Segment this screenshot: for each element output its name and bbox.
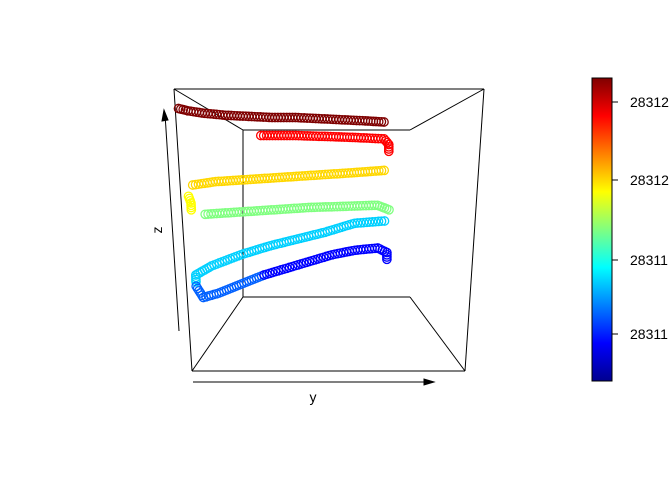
colorbar-tick-label: 28312 [630, 94, 669, 110]
box-edge [173, 88, 193, 372]
colorbar-ticks: 28311 28311 28312 28312 [612, 94, 669, 342]
colorbar-tick-label: 28311 [630, 252, 668, 268]
z-axis-arrow [164, 113, 180, 332]
data-point [379, 117, 389, 127]
axis-title-z: z [149, 227, 165, 234]
data-point [361, 217, 372, 228]
data-point [383, 146, 394, 157]
colorbar [591, 77, 613, 382]
colorbar-tick-label: 28311 [630, 326, 668, 342]
data-point [379, 216, 390, 226]
colorbar-tick-label: 28312 [630, 172, 669, 188]
data-point [191, 276, 201, 287]
axis-arrows [161, 108, 436, 386]
box-edge [409, 88, 485, 131]
data-points [173, 103, 394, 303]
data-point [358, 217, 369, 228]
data-point [197, 290, 207, 301]
data-point [373, 216, 384, 227]
box-edge [191, 296, 244, 372]
data-point [186, 204, 197, 215]
z-axis-arrowhead [161, 108, 169, 122]
data-point [373, 116, 384, 127]
box-edge [464, 88, 485, 372]
axis-title-y: y [310, 389, 317, 405]
box-edge [409, 296, 466, 372]
data-point [384, 204, 394, 215]
data-point [379, 165, 390, 176]
data-point [376, 216, 387, 227]
data-point [382, 254, 392, 265]
y-axis-arrowhead [423, 378, 436, 386]
